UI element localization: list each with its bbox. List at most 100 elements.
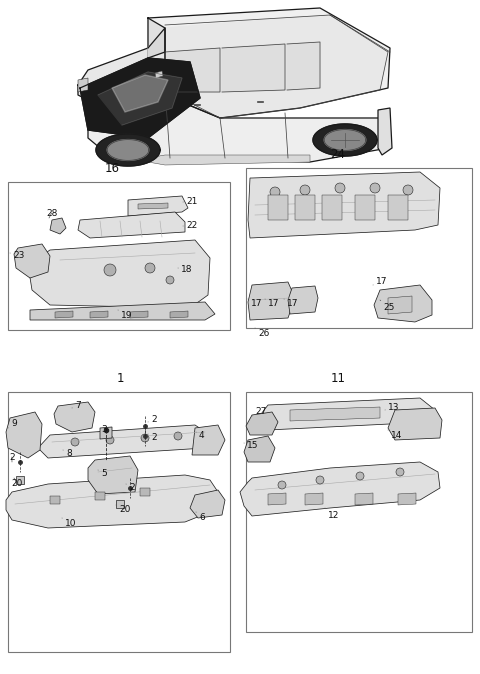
Text: 2: 2 [148, 433, 156, 441]
Polygon shape [112, 75, 168, 112]
Circle shape [141, 434, 149, 442]
Polygon shape [28, 240, 210, 308]
Polygon shape [100, 427, 112, 439]
Text: 20: 20 [116, 505, 131, 514]
Circle shape [356, 472, 364, 480]
Polygon shape [88, 456, 138, 494]
Polygon shape [90, 311, 108, 318]
Text: 5: 5 [98, 468, 107, 477]
Polygon shape [355, 195, 375, 220]
Polygon shape [222, 44, 285, 92]
Polygon shape [248, 282, 295, 320]
Polygon shape [290, 407, 380, 421]
Circle shape [316, 476, 324, 484]
Polygon shape [170, 311, 188, 318]
Text: 15: 15 [244, 441, 259, 450]
Text: 19: 19 [118, 310, 132, 319]
Text: 20: 20 [11, 478, 23, 487]
Text: 18: 18 [178, 266, 192, 274]
Polygon shape [388, 296, 412, 314]
Circle shape [335, 183, 345, 193]
Polygon shape [268, 493, 286, 505]
Polygon shape [50, 218, 66, 234]
Text: 22: 22 [183, 222, 197, 231]
Text: 7: 7 [72, 400, 81, 410]
Text: 17: 17 [248, 299, 263, 309]
Polygon shape [30, 302, 215, 320]
Polygon shape [78, 212, 185, 238]
Polygon shape [388, 408, 442, 440]
Circle shape [370, 183, 380, 193]
Polygon shape [140, 488, 150, 496]
Polygon shape [240, 462, 440, 516]
Polygon shape [38, 425, 210, 458]
Polygon shape [398, 493, 416, 505]
Circle shape [174, 432, 182, 440]
Polygon shape [313, 124, 377, 156]
Polygon shape [78, 48, 165, 100]
Circle shape [403, 185, 413, 195]
Text: 2: 2 [126, 483, 134, 491]
Polygon shape [107, 140, 149, 160]
Text: 2: 2 [148, 415, 156, 423]
Bar [8, 392, 230, 652]
Text: 4: 4 [196, 431, 204, 439]
Polygon shape [116, 500, 124, 508]
Text: 24: 24 [331, 148, 346, 161]
Polygon shape [192, 425, 225, 455]
Polygon shape [54, 402, 95, 432]
Text: 9: 9 [8, 419, 17, 428]
Polygon shape [324, 129, 366, 150]
Polygon shape [165, 15, 388, 118]
Bar [8, 182, 230, 330]
Text: 17: 17 [373, 278, 387, 286]
Text: 28: 28 [46, 208, 58, 218]
Polygon shape [148, 8, 390, 118]
Circle shape [166, 276, 174, 284]
Text: 2: 2 [9, 452, 14, 462]
Polygon shape [295, 195, 315, 220]
Polygon shape [88, 88, 388, 162]
Polygon shape [128, 196, 188, 216]
Polygon shape [16, 476, 24, 484]
Polygon shape [130, 311, 148, 318]
Polygon shape [287, 42, 320, 90]
Polygon shape [50, 496, 60, 504]
Text: 27: 27 [252, 406, 266, 416]
Polygon shape [288, 286, 318, 314]
Text: 1: 1 [116, 372, 124, 385]
Polygon shape [148, 155, 310, 165]
Text: 12: 12 [325, 508, 339, 520]
Circle shape [106, 436, 114, 444]
Polygon shape [78, 78, 88, 92]
Text: 21: 21 [183, 197, 197, 206]
Bar [246, 392, 472, 632]
Polygon shape [244, 436, 275, 462]
Text: 6: 6 [196, 512, 205, 522]
Text: 25: 25 [380, 300, 395, 313]
Circle shape [145, 263, 155, 273]
Polygon shape [258, 398, 435, 430]
Text: 3: 3 [98, 425, 107, 433]
Polygon shape [155, 71, 163, 78]
Polygon shape [246, 412, 278, 435]
Polygon shape [268, 195, 288, 220]
Polygon shape [6, 412, 42, 458]
Polygon shape [374, 285, 432, 322]
Polygon shape [190, 490, 225, 518]
Polygon shape [322, 195, 342, 220]
Polygon shape [388, 195, 408, 220]
Text: 10: 10 [62, 518, 76, 528]
Polygon shape [305, 493, 323, 505]
Circle shape [104, 264, 116, 276]
Polygon shape [98, 72, 182, 125]
Circle shape [278, 481, 286, 489]
Polygon shape [248, 172, 440, 238]
Polygon shape [96, 134, 160, 166]
Text: 13: 13 [385, 402, 399, 412]
Circle shape [300, 185, 310, 195]
Text: 16: 16 [105, 162, 120, 175]
Polygon shape [378, 108, 392, 155]
Polygon shape [138, 203, 168, 209]
Polygon shape [6, 475, 218, 528]
